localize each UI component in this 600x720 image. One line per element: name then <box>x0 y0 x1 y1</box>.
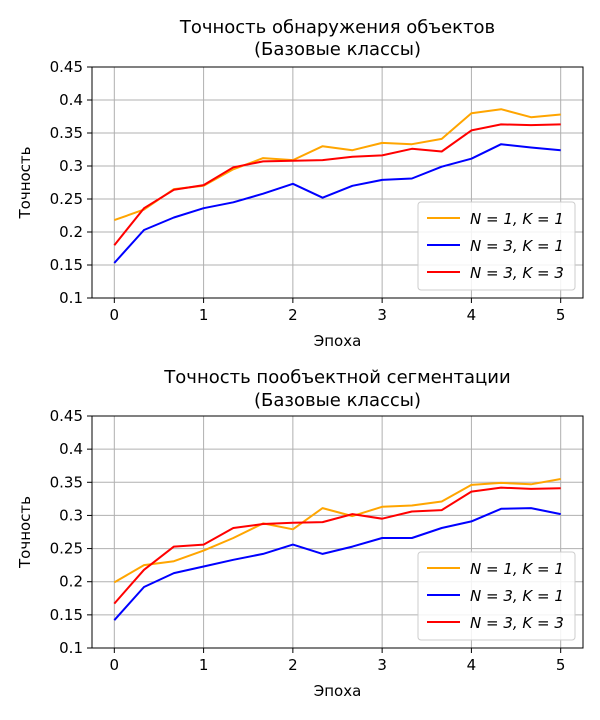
series-line-2 <box>113 143 561 264</box>
y-tick-label: 0.1 <box>59 289 83 307</box>
y-tick-label: 0.4 <box>59 440 83 458</box>
legend-label-3: N = 3, K = 3 <box>470 264 564 282</box>
series-line-3 <box>113 123 561 246</box>
y-axis-label: Точность <box>16 146 34 219</box>
legend: N = 1, K = 1 N = 3, K = 1 N = 3, K = 3 <box>417 201 576 291</box>
x-tick-label: 2 <box>288 306 298 324</box>
y-tick-label: 0.25 <box>50 540 83 558</box>
legend-label-3: N = 3, K = 3 <box>470 614 564 632</box>
x-tick-label: 5 <box>556 656 566 674</box>
x-tick-label: 3 <box>377 656 387 674</box>
chart-subtitle: (Базовые классы) <box>254 39 421 60</box>
x-axis-label: Эпоха <box>314 682 362 700</box>
legend-box <box>417 551 576 641</box>
x-tick-label: 4 <box>467 656 477 674</box>
y-tick-label: 0.15 <box>50 606 83 624</box>
y-tick-label: 0.4 <box>59 91 83 109</box>
y-tick-label: 0.45 <box>50 58 83 76</box>
chart-subtitle: (Базовые классы) <box>254 390 421 411</box>
axes-frame <box>91 415 584 649</box>
y-tick-label: 0.3 <box>59 506 83 524</box>
y-tick-label: 0.2 <box>59 223 83 241</box>
legend-label-2: N = 3, K = 1 <box>470 587 564 605</box>
legend: N = 1, K = 1 N = 3, K = 1 N = 3, K = 3 <box>417 551 576 641</box>
axes-frame <box>91 66 584 299</box>
x-tick-label: 5 <box>556 306 566 324</box>
legend-box <box>417 201 576 291</box>
y-tick-label: 0.35 <box>50 124 83 142</box>
x-tick-label: 0 <box>110 656 120 674</box>
y-tick-label: 0.15 <box>50 256 83 274</box>
chart-panel-2: Точность пообъектной сегментации(Базовые… <box>16 367 584 700</box>
x-tick-label: 3 <box>377 306 387 324</box>
legend-label-1: N = 1, K = 1 <box>470 210 564 228</box>
chart-title: Точность обнаружения объектов <box>179 17 495 38</box>
y-axis-label: Точность <box>16 496 34 569</box>
y-tick-label: 0.2 <box>59 573 83 591</box>
series-line-1 <box>113 478 561 584</box>
x-tick-label: 4 <box>467 306 477 324</box>
series-line-3 <box>113 486 561 605</box>
x-tick-label: 2 <box>288 656 298 674</box>
x-tick-label: 1 <box>199 656 209 674</box>
chart-title: Точность пообъектной сегментации <box>163 367 510 388</box>
y-tick-label: 0.45 <box>50 407 83 425</box>
y-tick-label: 0.3 <box>59 157 83 175</box>
chart-panel-1: Точность обнаружения объектов(Базовые кл… <box>16 17 584 350</box>
y-tick-label: 0.1 <box>59 639 83 657</box>
x-axis-label: Эпоха <box>314 332 362 350</box>
series-lines <box>113 108 561 264</box>
legend-label-2: N = 3, K = 1 <box>470 237 564 255</box>
y-tick-label: 0.35 <box>50 473 83 491</box>
x-tick-label: 1 <box>199 306 209 324</box>
x-tick-label: 0 <box>110 306 120 324</box>
legend-label-1: N = 1, K = 1 <box>470 560 564 578</box>
y-tick-label: 0.25 <box>50 190 83 208</box>
series-lines <box>113 478 561 621</box>
series-line-2 <box>113 507 561 621</box>
